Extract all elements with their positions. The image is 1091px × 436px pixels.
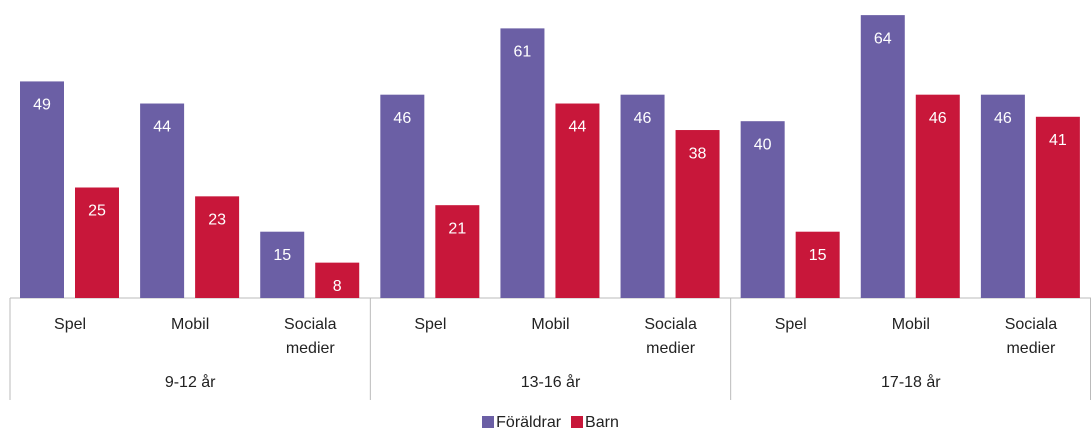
bar: [555, 103, 600, 299]
bar: [915, 94, 960, 299]
data-label: 46: [994, 110, 1012, 127]
bar: [675, 130, 720, 298]
legend-label: Föräldrar: [496, 414, 562, 431]
data-label: 8: [333, 278, 342, 295]
bar: [20, 81, 64, 298]
group-label: 17-18 år: [881, 374, 941, 391]
data-label: 49: [33, 97, 51, 114]
bar: [315, 262, 360, 298]
x-tick-label: Sociala medier: [1004, 316, 1058, 357]
group-label: 13-16 år: [520, 374, 581, 391]
x-tick-label: Mobil: [531, 316, 570, 333]
x-tick-label: Spel: [54, 316, 87, 333]
bar: [140, 103, 185, 299]
bar: [860, 15, 905, 299]
data-label: 46: [393, 110, 411, 127]
bar: [1035, 116, 1080, 298]
bar: [980, 94, 1025, 299]
legend: Föräldrar Barn: [0, 414, 1091, 432]
x-tick-label: Sociala medier: [644, 316, 697, 357]
bar: [380, 94, 425, 299]
legend-swatch: [482, 416, 495, 428]
data-label: 64: [874, 30, 892, 47]
data-label: 44: [569, 119, 587, 136]
bar: [260, 231, 305, 298]
data-label: 41: [1049, 132, 1067, 149]
data-label: 61: [514, 44, 532, 61]
bar: [195, 196, 240, 298]
data-label: 38: [689, 145, 707, 162]
data-label: 23: [208, 212, 226, 229]
legend-label: Barn: [585, 414, 619, 431]
bar: [620, 94, 665, 299]
data-label: 21: [448, 220, 466, 237]
bar: [740, 121, 785, 298]
legend-swatch: [571, 416, 584, 428]
data-label: 44: [153, 119, 171, 136]
bar: [795, 231, 840, 298]
x-tick-label: Mobil: [171, 316, 210, 333]
group-label: 9-12 år: [164, 374, 216, 391]
data-label: 25: [88, 203, 106, 220]
data-label: 15: [809, 247, 827, 264]
bar: [435, 205, 480, 298]
bar: [500, 28, 545, 298]
data-label: 40: [754, 136, 772, 153]
data-label: 46: [929, 110, 947, 127]
x-tick-label: Spel: [414, 316, 447, 333]
data-label: 46: [634, 110, 652, 127]
x-tick-label: Spel: [774, 316, 807, 333]
x-tick-label: Sociala medier: [284, 316, 337, 357]
bar: [75, 187, 119, 298]
data-label: 15: [273, 247, 291, 264]
x-tick-label: Mobil: [891, 316, 930, 333]
